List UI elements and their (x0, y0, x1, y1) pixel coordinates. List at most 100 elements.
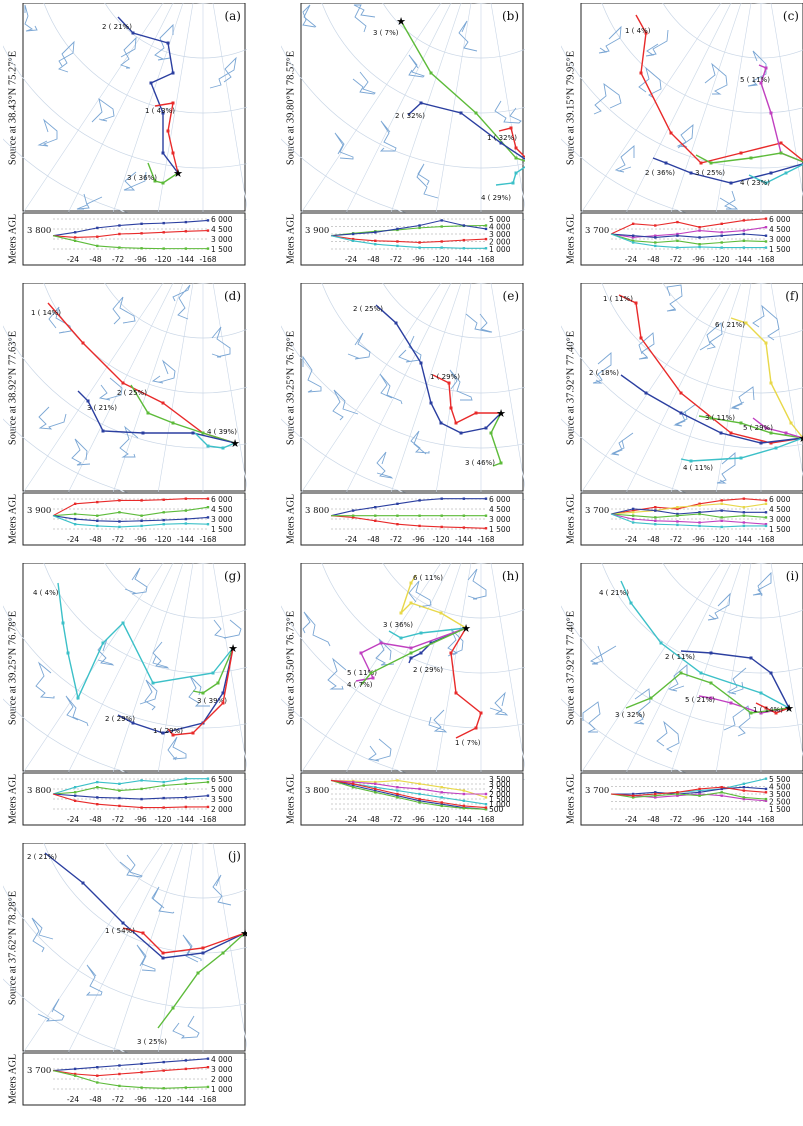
trajectory-marker (679, 671, 683, 675)
profile-marker (698, 524, 701, 528)
profile-marker (374, 514, 377, 517)
trajectory-marker (121, 381, 125, 385)
x-tick-label: -120 (712, 535, 729, 544)
profile-marker (351, 780, 355, 784)
level-label: 6 000 (489, 495, 511, 504)
trajectory-marker (709, 696, 713, 700)
cluster-label: 3 ( 32%) (615, 711, 645, 719)
level-label: 3 000 (489, 515, 511, 524)
profile-marker (206, 777, 210, 780)
x-tick-label: -168 (199, 815, 216, 824)
cluster-label: 4 ( 11%) (683, 464, 713, 472)
profile-marker (162, 247, 165, 250)
map-boundary (367, 738, 392, 762)
profile-marker (140, 247, 143, 250)
map-boundary (209, 56, 237, 89)
profile-magenta (330, 779, 486, 795)
level-label: 3 000 (489, 230, 511, 239)
profile-marker (73, 239, 77, 242)
profile-marker (418, 799, 421, 802)
profile-marker (396, 789, 399, 792)
profile-marker (351, 237, 355, 241)
profile-marker (720, 234, 723, 237)
profile-marker (96, 235, 99, 238)
map-boundary (592, 352, 612, 384)
profile-marker (764, 791, 768, 794)
map-boundary (136, 944, 156, 972)
level-label: 3 500 (489, 775, 511, 784)
panel-graphic: 1 ( 11%) 6 ( 21%) 2 ( 18%) 3 ( 11%) 5 ( 29%)… (561, 283, 803, 546)
profile-marker (720, 231, 723, 234)
x-tick-label: -168 (757, 535, 774, 544)
x-tick-label: -168 (757, 255, 774, 264)
map-boundary (582, 701, 601, 733)
profile-marker (396, 779, 399, 782)
profile-green (330, 779, 487, 810)
level-label: 500 (489, 805, 504, 814)
profile-marker (206, 1085, 210, 1089)
map-boundary (35, 661, 55, 699)
profile-marker (654, 796, 657, 799)
level-label: 6 000 (211, 495, 233, 504)
x-tick-label: -96 (134, 255, 146, 264)
start-height: 3 700 (585, 786, 609, 796)
profile-marker (418, 797, 421, 801)
level-label: 2 000 (211, 1075, 233, 1084)
trajectory-marker (769, 441, 773, 445)
level-label: 1 500 (211, 525, 233, 534)
profile-marker (631, 507, 635, 511)
panel-letter: (g) (223, 569, 241, 583)
profile-marker (184, 247, 188, 250)
map-boundary (614, 145, 635, 173)
profile-marker (462, 224, 466, 227)
source-star-icon: ★ (240, 928, 247, 940)
profile-marker (396, 794, 399, 797)
cluster-label: 2 ( 21%) (102, 23, 132, 31)
profile-marker (698, 512, 701, 516)
profile-marker (484, 792, 488, 796)
profile-marker (764, 523, 768, 526)
x-tick-label: -72 (112, 1095, 124, 1104)
profile-marker (96, 803, 99, 806)
profile-marker (351, 239, 355, 242)
profile-marker (118, 782, 121, 785)
trajectory-marker (61, 621, 65, 625)
profile-green (52, 781, 209, 795)
trajectory-marker (764, 341, 768, 345)
trajectory-marker (769, 431, 773, 435)
x-tick-label: -96 (692, 255, 704, 264)
trajectory-red (635, 14, 803, 164)
cluster-label: 1 ( 29%) (153, 727, 183, 735)
profile-marker (631, 234, 635, 237)
cluster-label: 4 ( 23%) (740, 179, 770, 187)
profile-marker (140, 797, 143, 801)
profile-marker (73, 1067, 77, 1071)
profile-marker (720, 519, 723, 522)
graticule-meridian (67, 563, 174, 774)
trajectory-marker (429, 71, 433, 75)
cluster-label: 2 ( 29%) (413, 666, 443, 674)
level-label: 3 000 (211, 515, 233, 524)
profile-marker (676, 523, 679, 527)
map-boundary (467, 568, 487, 600)
profile-marker (96, 786, 99, 789)
trajectory-marker (121, 621, 125, 625)
profile-marker (720, 791, 723, 794)
trajectory-marker (221, 691, 225, 695)
profile-red (330, 779, 487, 809)
map-boundary (752, 571, 772, 597)
profile-marker (462, 807, 466, 810)
level-label: 5 000 (211, 785, 233, 794)
trajectory-blue (77, 390, 236, 444)
graticule-meridian (580, 563, 722, 774)
profile-marker (206, 805, 210, 809)
profile-marker (720, 241, 723, 244)
x-tick-label: -120 (432, 535, 449, 544)
graticule-meridian (212, 3, 247, 209)
map-boundary (31, 917, 54, 953)
map-boundary (139, 679, 158, 711)
trajectory-marker (221, 951, 225, 955)
panel-letter: (h) (501, 569, 519, 583)
trajectory-marker (201, 946, 205, 950)
